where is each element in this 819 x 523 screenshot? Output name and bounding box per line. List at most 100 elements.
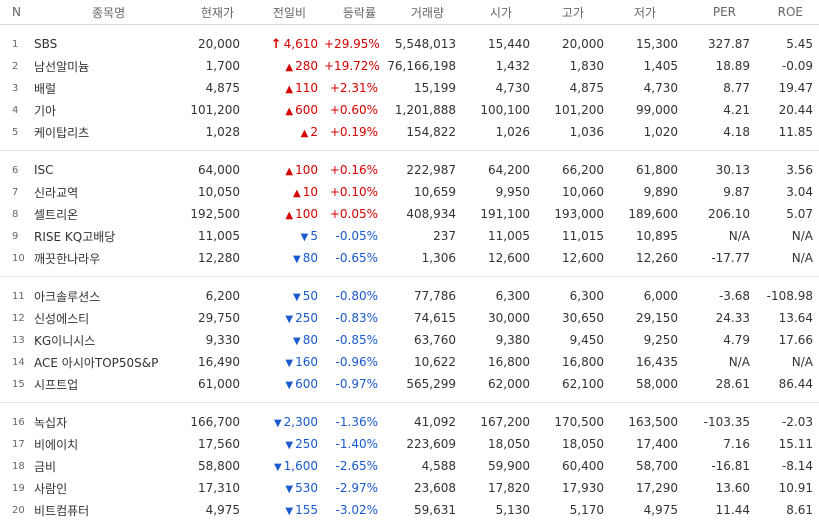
table-row[interactable]: 17 비에이치 17,560 ▼ 250 -1.40% 223,609 18,050 18,05… [0,433,819,455]
per-value: 28.61 [715,377,750,391]
col-change[interactable]: 전일비 [246,0,324,25]
down-arrow-icon: ▼ [273,462,282,473]
table-row[interactable]: 6 ISC 64,000 ▲ 100 +0.16% 222,987 64,200 66,200 6… [0,159,819,181]
change-value: ▼ 160 [246,351,324,373]
stock-name-link[interactable]: SBS [34,37,58,51]
down-arrow-icon: ▼ [285,380,294,391]
current-price: 4,875 [205,81,240,95]
high-price: 12,600 [562,251,604,265]
change-value: ▲ 280 [246,55,324,77]
stock-name-link[interactable]: 시프트업 [34,377,79,392]
stock-name-link[interactable]: 신성에스티 [34,311,90,326]
change-rate: +0.60% [329,103,378,117]
table-row[interactable]: 15 시프트업 61,000 ▼ 600 -0.97% 565,299 62,000 62,10… [0,373,819,395]
stock-name-link[interactable]: 사람인 [34,481,68,496]
col-open[interactable]: 시가 [462,0,536,25]
table-row[interactable]: 12 신성에스티 29,750 ▼ 250 -0.83% 74,615 30,000 30,65… [0,307,819,329]
roe-value: -108.98 [766,289,813,303]
low-price: 58,000 [636,377,678,391]
table-row[interactable]: 14 ACE 아시아TOP50S&P 16,490 ▼ 160 -0.96% 10,622 1… [0,351,819,373]
low-price: 58,700 [636,459,678,473]
stock-name-link[interactable]: 아크솔루션스 [34,289,101,304]
open-price: 6,300 [495,289,530,303]
table-row[interactable]: 1 SBS 20,000 ↑ 4,610 +29.95% 5,548,013 15,440 20… [0,33,819,55]
table-row[interactable]: 19 사람인 17,310 ▼ 530 -2.97% 23,608 17,820 17,930 1… [0,477,819,499]
col-volume[interactable]: 거래량 [384,0,462,25]
stock-name-link[interactable]: RISE KQ고배당 [34,229,116,244]
per-value: 8.77 [723,81,750,95]
change-amount: 160 [295,355,318,369]
col-rate[interactable]: 등락률 [324,0,384,25]
change-amount: 1,600 [283,459,318,473]
stock-name-link[interactable]: 금비 [34,459,57,474]
stock-name-link[interactable]: 깨끗한나라우 [34,251,101,266]
stock-name-link[interactable]: 신라교역 [34,185,79,200]
open-price: 15,440 [488,37,530,51]
table-row[interactable]: 18 금비 58,800 ▼ 1,600 -2.65% 4,588 59,900 60,400 5… [0,455,819,477]
table-row[interactable]: 7 신라교역 10,050 ▲ 10 +0.10% 10,659 9,950 10,060 9,8… [0,181,819,203]
change-value: ↑ 4,610 [246,33,324,55]
stock-name-link[interactable]: 배럴 [34,81,57,96]
table-row[interactable]: 3 배럴 4,875 ▲ 110 +2.31% 15,199 4,730 4,875 4,730 8… [0,77,819,99]
stock-name-link[interactable]: ACE 아시아TOP50S&P [34,355,159,370]
current-price: 6,200 [205,289,240,303]
col-per[interactable]: PER [684,0,756,25]
col-name[interactable]: 종목명 [34,0,174,25]
high-price: 16,800 [562,355,604,369]
stock-name-link[interactable]: 비트컴퓨터 [34,503,90,518]
table-row[interactable]: 16 녹십자 166,700 ▼ 2,300 -1.36% 41,092 167,200 170… [0,411,819,433]
stock-name-link[interactable]: KG이니시스 [34,333,96,348]
low-price: 29,150 [636,311,678,325]
col-roe[interactable]: ROE [756,0,819,25]
low-price: 1,020 [643,125,678,139]
roe-value: 3.56 [786,163,813,177]
row-number: 20 [12,504,25,516]
low-price: 15,300 [636,37,678,51]
stock-name-link[interactable]: 남선알미늄 [34,59,90,74]
stock-name-link[interactable]: 셀트리온 [34,207,79,222]
change-value: ▲ 10 [246,181,324,203]
open-price: 11,005 [488,229,530,243]
stock-name-link[interactable]: 케이탑리츠 [34,125,90,140]
roe-value: N/A [791,229,813,243]
table-row[interactable]: 8 셀트리온 192,500 ▲ 100 +0.05% 408,934 191,100 193,… [0,203,819,225]
row-number: 3 [12,82,19,94]
table-row[interactable]: 5 케이탑리츠 1,028 ▲ 2 +0.19% 154,822 1,026 1,036 1,02… [0,121,819,143]
change-amount: 600 [295,377,318,391]
col-low[interactable]: 저가 [610,0,684,25]
table-row[interactable]: 2 남선알미늄 1,700 ▲ 280 +19.72% 76,166,198 1,432 1,8… [0,55,819,77]
high-price: 60,400 [562,459,604,473]
table-row[interactable]: 4 기아 101,200 ▲ 600 +0.60% 1,201,888 100,100 101,… [0,99,819,121]
down-arrow-icon: ▼ [285,484,294,495]
table-row[interactable]: 11 아크솔루션스 6,200 ▼ 50 -0.80% 77,786 6,300 6,300 6,… [0,285,819,307]
volume: 1,201,888 [394,103,456,117]
table-row[interactable]: 13 KG이니시스 9,330 ▼ 80 -0.85% 63,760 9,380 9,450 9,… [0,329,819,351]
low-price: 4,975 [643,503,678,517]
roe-value: 3.04 [786,185,813,199]
change-rate: -2.97% [335,481,378,495]
table-row[interactable]: 10 깨끗한나라우 12,280 ▼ 80 -0.65% 1,306 12,600 12,600… [0,247,819,269]
table-row[interactable]: 20 비트컴퓨터 4,975 ▼ 155 -3.02% 59,631 5,130 5,170 4,… [0,499,819,521]
stock-name-link[interactable]: 비에이치 [34,437,79,452]
current-price: 17,560 [198,437,240,451]
col-price[interactable]: 현재가 [174,0,246,25]
row-number: 14 [12,356,25,368]
low-price: 9,250 [643,333,678,347]
row-number: 5 [12,126,19,138]
stock-name-link[interactable]: ISC [34,163,54,177]
change-value: ▲ 100 [246,203,324,225]
col-high[interactable]: 고가 [536,0,610,25]
stock-name-link[interactable]: 기아 [34,103,57,118]
low-price: 12,260 [636,251,678,265]
roe-value: 5.45 [786,37,813,51]
table-row[interactable]: 9 RISE KQ고배당 11,005 ▼ 5 -0.05% 237 11,005 11,015… [0,225,819,247]
change-amount: 10 [302,185,318,199]
stock-name-link[interactable]: 녹십자 [34,415,68,430]
change-amount: 80 [302,333,318,347]
current-price: 10,050 [198,185,240,199]
high-price: 10,060 [562,185,604,199]
volume: 5,548,013 [394,37,456,51]
open-price: 62,000 [488,377,530,391]
open-price: 9,380 [495,333,530,347]
